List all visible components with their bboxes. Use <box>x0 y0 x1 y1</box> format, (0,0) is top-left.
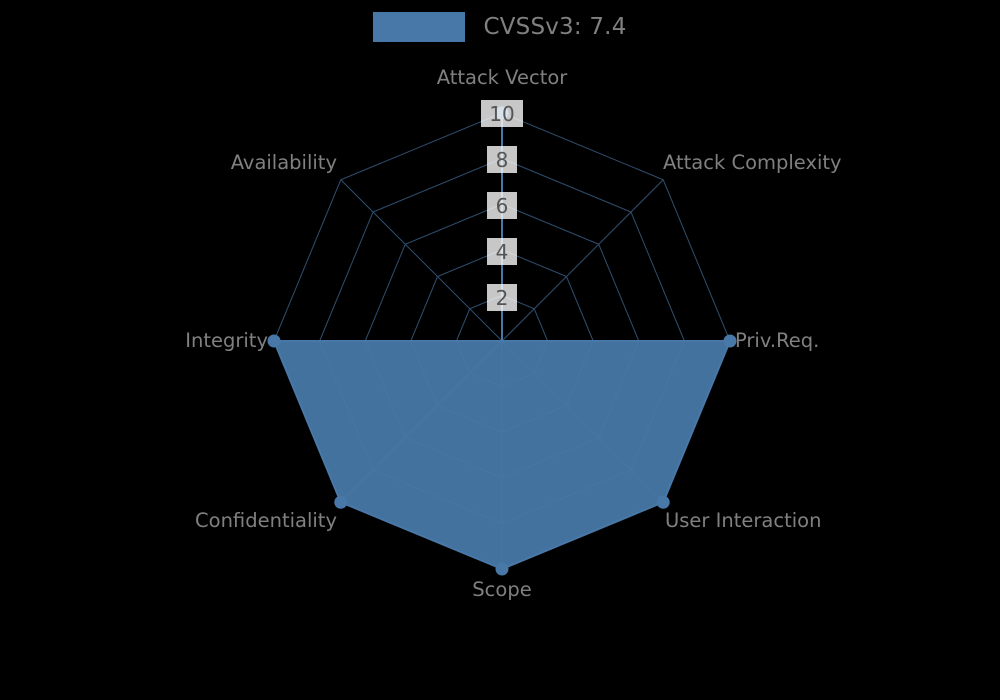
data-point-5 <box>334 495 348 509</box>
tick-bg-10 <box>481 100 523 127</box>
tick-label-2: 2 <box>496 286 509 310</box>
axis-label-scope: Scope <box>472 578 531 601</box>
data-point-4 <box>495 562 509 576</box>
tick-label-8: 8 <box>496 148 509 172</box>
axis-spoke-1 <box>501 179 664 342</box>
axis-label-attack-complexity: Attack Complexity <box>663 151 842 174</box>
data-point-6 <box>267 334 281 348</box>
axis-label-priv-req: Priv.Req. <box>735 329 819 352</box>
data-point-2 <box>723 334 737 348</box>
axis-label-confidentiality: Confidentiality <box>195 509 337 532</box>
tick-bg-8 <box>487 146 517 173</box>
axis-label-user-interaction: User Interaction <box>665 509 821 532</box>
axis-label-attack-vector: Attack Vector <box>437 66 569 89</box>
tick-label-10: 10 <box>489 102 514 126</box>
tick-bg-6 <box>487 192 517 219</box>
axis-label-integrity: Integrity <box>185 329 268 352</box>
tick-bg-2 <box>487 284 517 311</box>
axis-label-availability: Availability <box>231 151 337 174</box>
radar-axis-labels: Attack Vector Attack Complexity Priv.Req… <box>185 66 841 601</box>
tick-label-6: 6 <box>496 194 509 218</box>
data-point-3 <box>656 495 670 509</box>
tick-label-4: 4 <box>496 240 509 264</box>
tick-bg-4 <box>487 238 517 265</box>
axis-spoke-7 <box>340 179 503 342</box>
radar-tick-labels: 10 8 6 4 2 <box>481 100 523 311</box>
